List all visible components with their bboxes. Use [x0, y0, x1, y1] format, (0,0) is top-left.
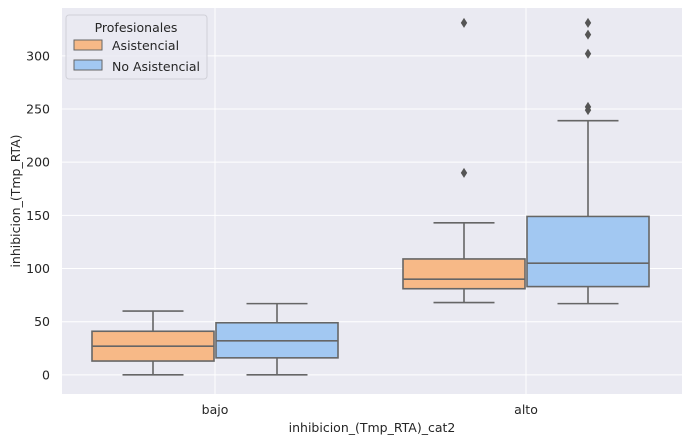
- y-tick-label-150: 150: [26, 208, 50, 223]
- legend: Profesionales Asistencial No Asistencial: [65, 14, 208, 80]
- y-tick-label-0: 0: [42, 367, 50, 382]
- y-tick-labels: 0 50 100 150 200 250 300: [26, 48, 50, 382]
- x-tick-labels: bajo alto: [202, 402, 538, 417]
- outlier-no-asistencial-alto-3: [584, 29, 592, 40]
- iqr-box-asistencial-alto: [402, 258, 526, 290]
- legend-title: Profesionales: [95, 20, 178, 35]
- y-tick-label-250: 250: [26, 102, 50, 117]
- box-asistencial-alto: [402, 17, 526, 304]
- legend-entry-no-asistencial: No Asistencial: [112, 59, 200, 74]
- y-tick-label-50: 50: [34, 314, 50, 329]
- outlier-no-asistencial-alto-1: [584, 101, 592, 112]
- legend-swatch-asistencial: [73, 39, 103, 51]
- iqr-box-no-asistencial-alto: [526, 215, 650, 288]
- box-no-asistencial-bajo: [215, 302, 339, 376]
- outlier-asistencial-alto-1: [460, 17, 468, 28]
- outlier-no-asistencial-alto-4: [584, 17, 592, 28]
- x-tick-label-bajo: bajo: [202, 402, 229, 417]
- y-tick-label-300: 300: [26, 48, 50, 63]
- box-no-asistencial-alto: [526, 17, 650, 305]
- boxes-layer: [91, 17, 650, 376]
- y-tick-label-200: 200: [26, 155, 50, 170]
- y-tick-label-100: 100: [26, 261, 50, 276]
- legend-swatch-no-asistencial: [73, 59, 103, 71]
- outlier-no-asistencial-alto-2: [584, 48, 592, 59]
- box-asistencial-bajo: [91, 310, 215, 376]
- x-tick-label-alto: alto: [514, 402, 538, 417]
- outlier-asistencial-alto-0: [460, 167, 468, 178]
- y-axis-label: inhibicion_(Tmp_RTA): [8, 134, 23, 267]
- x-axis-label: inhibicion_(Tmp_RTA)_cat2: [289, 420, 456, 435]
- legend-entry-asistencial: Asistencial: [112, 38, 179, 53]
